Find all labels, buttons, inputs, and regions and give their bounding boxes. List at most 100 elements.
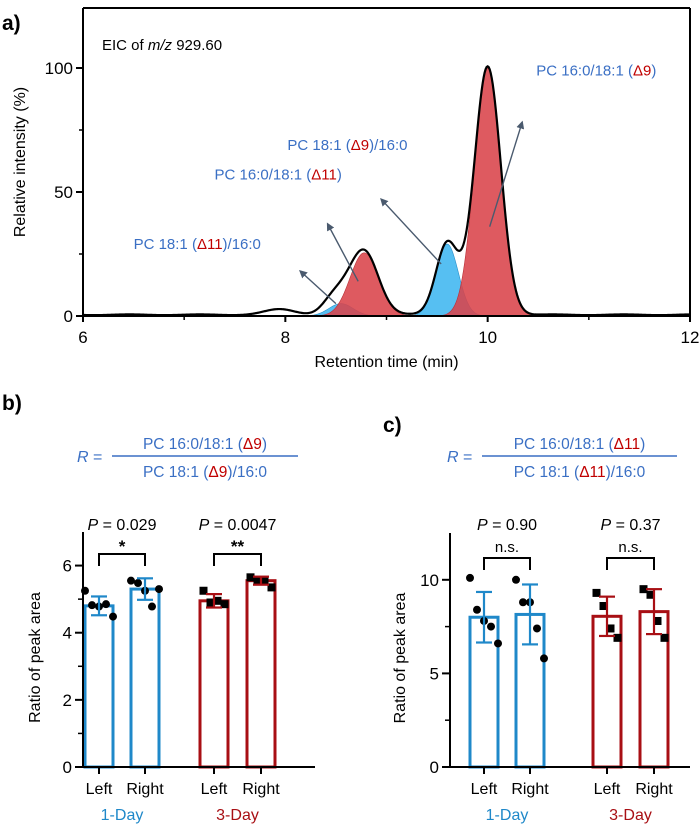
delta-position-label: Δ9	[633, 62, 651, 79]
panel-label-a: a)	[2, 12, 21, 35]
data-point	[246, 573, 255, 582]
significance-bracket	[213, 553, 262, 566]
p-value-label: P = 0.029	[88, 517, 157, 534]
significance-bracket	[483, 557, 531, 570]
x-tick-label-b: Left	[86, 781, 113, 798]
p-symbol: P	[88, 517, 99, 534]
data-point	[127, 576, 135, 585]
lipid-label-part: PC 16:0/18:1 (	[143, 436, 244, 453]
data-point	[606, 624, 615, 633]
y-tick-label-a: 50	[54, 183, 73, 202]
lipid-label-part: PC 16:0/18:1 (	[514, 436, 615, 453]
significance-bracket	[606, 557, 655, 570]
y-tick-label-a: 100	[45, 59, 73, 78]
group-label-b: 3-Day	[216, 807, 259, 824]
x-tick-label-c: Right	[511, 781, 549, 798]
x-tick-label-a: 6	[78, 328, 87, 347]
p-value-label: P = 0.90	[477, 517, 537, 534]
p-value-label: P = 0.37	[600, 517, 660, 534]
data-point	[213, 596, 222, 605]
formula-denominator-b: PC 18:1 (Δ9)/16:0	[143, 464, 267, 481]
y-tick-label-b: 6	[63, 557, 72, 576]
data-point	[466, 573, 474, 582]
delta-position-label: Δ11	[311, 167, 337, 184]
y-axis-label-c: Ratio of peak area	[392, 593, 409, 724]
delta-position-label: Δ11	[614, 436, 640, 453]
formula-numerator-c: PC 16:0/18:1 (Δ11)	[514, 436, 646, 453]
annotation-arrow-1	[489, 120, 525, 227]
data-point	[653, 616, 662, 625]
delta-position-label: Δ11	[197, 236, 223, 253]
lipid-label-part: )	[262, 436, 267, 453]
eic-trace-line	[82, 64, 691, 317]
y-tick-label-b: 4	[63, 624, 72, 643]
data-point	[199, 586, 208, 595]
formula-numerator-b: PC 16:0/18:1 (Δ9)	[143, 436, 267, 453]
lipid-label-part: )	[651, 62, 656, 79]
significance-label: *	[119, 537, 126, 556]
annotation-arrow-4	[299, 270, 337, 305]
data-point	[206, 598, 215, 607]
significance-bracket	[98, 553, 146, 566]
x-tick-label-c: Right	[635, 781, 673, 798]
bar-3-Day-Right	[245, 579, 277, 769]
data-point	[487, 622, 495, 631]
data-point	[646, 590, 655, 599]
formula-r: R	[77, 449, 89, 466]
y-axis-label-a: Relative intensity (%)	[12, 87, 29, 237]
data-point	[260, 576, 269, 585]
data-point	[660, 633, 669, 642]
y-tick-label-c: 0	[430, 758, 439, 777]
group-label-c: 3-Day	[609, 807, 652, 824]
delta-position-label: Δ9	[208, 464, 227, 481]
data-point	[220, 600, 229, 609]
lipid-label-part: )/16:0	[606, 464, 646, 481]
annotation-arrow-3	[326, 222, 359, 282]
y-tick-label-c: 10	[420, 571, 439, 590]
lipid-label-part: PC 18:1 (	[143, 464, 209, 481]
x-tick-label-a: 8	[281, 328, 290, 347]
p-symbol: P	[600, 517, 611, 534]
data-point	[155, 585, 163, 594]
x-tick-label-a: 12	[681, 328, 700, 347]
formula-equals: =	[89, 449, 103, 466]
data-point	[102, 600, 110, 609]
y-tick-label-b: 2	[63, 691, 72, 710]
data-point	[494, 639, 502, 648]
peak-annotation-1: PC 16:0/18:1 (Δ9)	[536, 62, 656, 79]
formula-lhs-c: R =	[447, 449, 472, 466]
data-point	[134, 579, 142, 588]
peak-annotation-2: PC 18:1 (Δ9)/16:0	[287, 137, 407, 154]
lipid-label-part: PC 18:1 (	[134, 236, 197, 253]
lipid-label-part: )	[640, 436, 645, 453]
formula-r: R	[447, 449, 459, 466]
data-point	[639, 585, 648, 594]
delta-position-label: Δ11	[579, 464, 605, 481]
p-symbol: P	[477, 517, 488, 534]
formula-equals: =	[459, 449, 473, 466]
data-point	[253, 576, 262, 585]
lipid-label-part: PC 16:0/18:1 (	[536, 62, 633, 79]
data-point	[109, 612, 117, 621]
bar-3-Day-Left	[198, 599, 230, 769]
peak-annotation-4: PC 18:1 (Δ11)/16:0	[134, 236, 261, 253]
lipid-label-part: )/16:0	[369, 137, 407, 154]
chart-title-a: EIC of m/z 929.60	[102, 37, 222, 54]
data-point	[512, 575, 520, 584]
x-tick-label-b: Right	[242, 781, 280, 798]
bar-1-Day-Right	[129, 587, 161, 769]
y-tick-label-c: 5	[430, 664, 439, 683]
significance-label: **	[231, 537, 245, 556]
panel-label-c: c)	[383, 414, 402, 437]
lipid-label-part: PC 16:0/18:1 (	[215, 167, 312, 184]
peak-annotation-3: PC 16:0/18:1 (Δ11)	[215, 167, 342, 184]
y-tick-label-b: 0	[63, 758, 72, 777]
panel-label-b: b)	[2, 392, 22, 415]
x-axis-label-a: Retention time (min)	[314, 354, 458, 371]
data-point	[267, 583, 276, 592]
delta-position-label: Δ9	[243, 436, 262, 453]
data-point	[533, 624, 541, 633]
formula-lhs-b: R =	[77, 449, 102, 466]
y-tick-label-a: 0	[64, 307, 73, 326]
